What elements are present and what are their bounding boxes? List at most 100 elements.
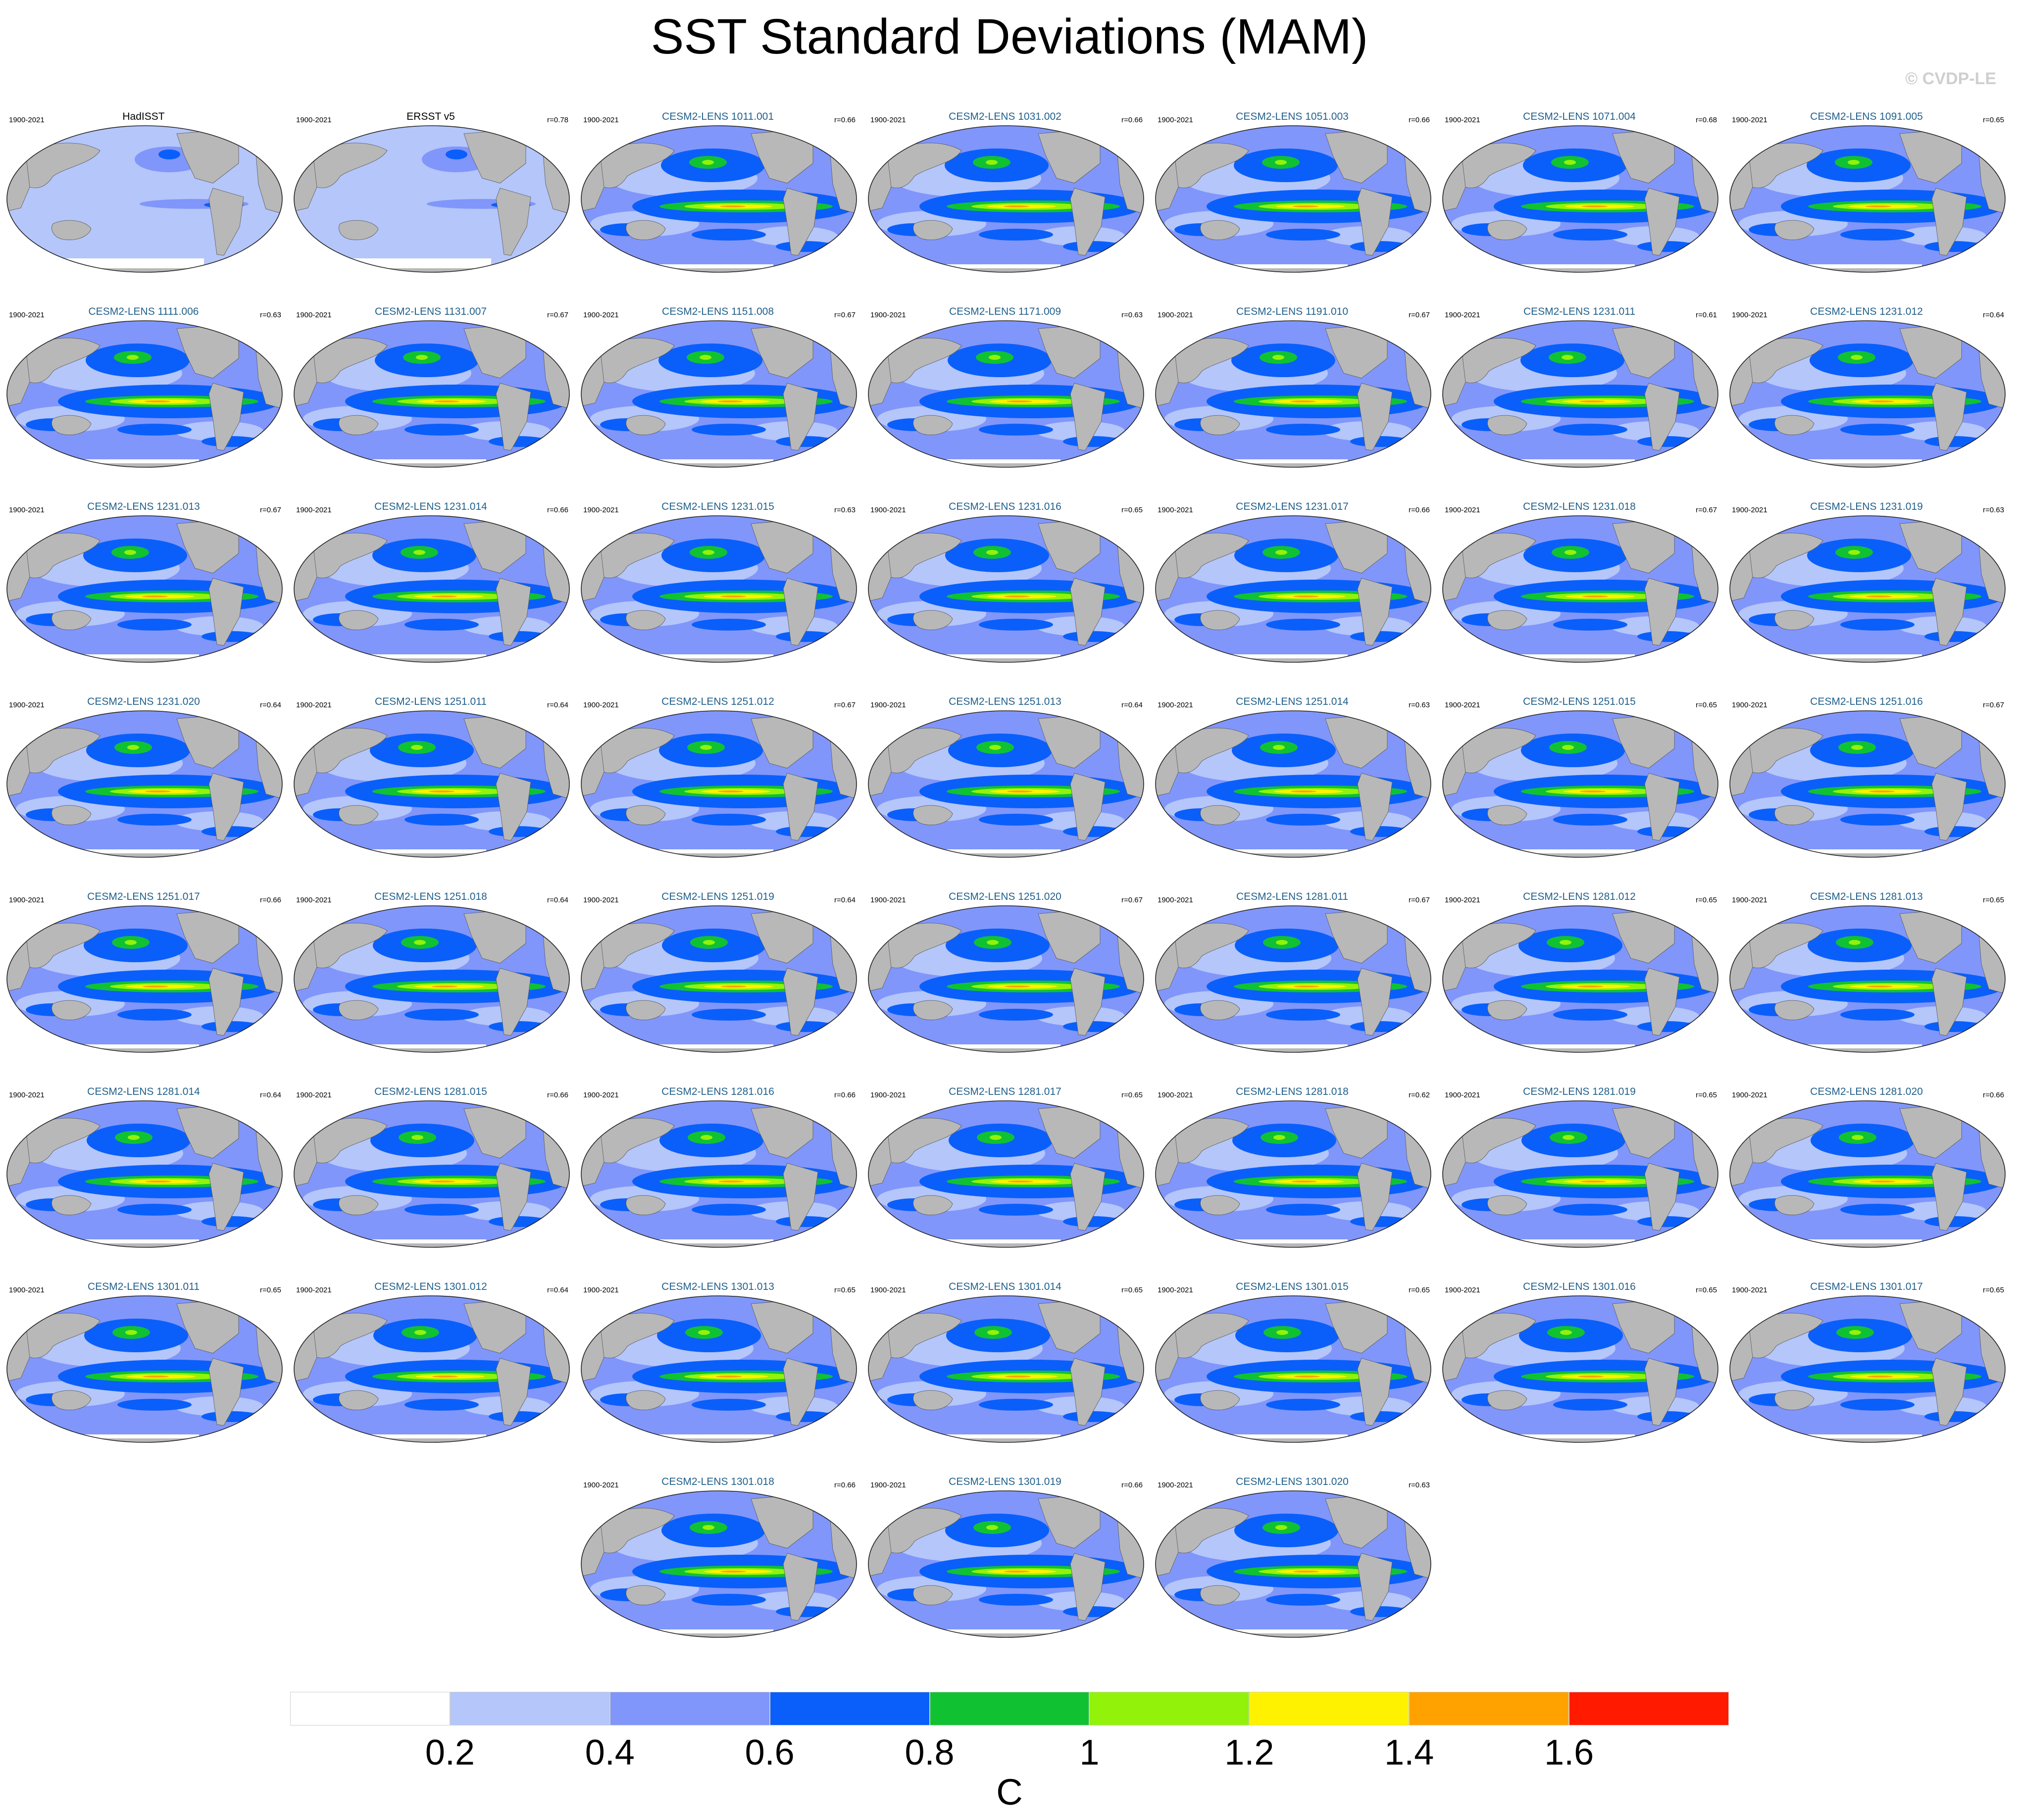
panel-correlation: r=0.66 <box>1121 116 1143 124</box>
panel-years: 1900-2021 <box>1732 116 1767 124</box>
panel-title: CESM2-LENS 1231.016 <box>949 501 1061 512</box>
southern-high-patch <box>202 826 261 837</box>
southern-high-patch <box>776 631 835 642</box>
southern-high-patch <box>1924 1216 1984 1227</box>
land-south-america <box>1070 773 1106 841</box>
land-australia <box>913 1195 953 1216</box>
land-south-america <box>1931 968 1967 1036</box>
panel-title: CESM2-LENS 1231.017 <box>1236 501 1349 512</box>
panel-correlation: r=0.65 <box>1696 896 1717 904</box>
enso-orange <box>432 1376 458 1377</box>
panel-title: CESM2-LENS 1251.014 <box>1236 696 1349 707</box>
panel-title: CESM2-LENS 1231.011 <box>1523 306 1636 317</box>
panel-title: CESM2-LENS 1231.012 <box>1810 306 1923 317</box>
land-south-america <box>1644 968 1680 1036</box>
panel-years: 1900-2021 <box>870 1091 906 1099</box>
southern-high-patch <box>692 1594 766 1606</box>
southern-high-patch <box>692 814 766 826</box>
panel-correlation: r=0.64 <box>1121 701 1143 709</box>
land-australia <box>51 1390 92 1411</box>
enso-orange <box>1293 595 1319 597</box>
land-greenland <box>1100 1296 1118 1318</box>
southern-high-patch <box>979 1594 1053 1606</box>
panel-title: CESM2-LENS 1301.011 <box>87 1281 200 1292</box>
land-greenland <box>525 1101 544 1123</box>
map-panel: 1900-2021 ERSST v5 r=0.78 <box>287 97 574 285</box>
land-australia <box>339 805 379 826</box>
southern-high-patch <box>979 229 1053 241</box>
southern-high-patch <box>1637 826 1697 837</box>
panel-correlation: r=0.65 <box>1983 896 2004 904</box>
panel-years: 1900-2021 <box>583 116 619 124</box>
sst-map <box>1155 1100 1431 1248</box>
panel-title: CESM2-LENS 1281.019 <box>1523 1086 1636 1097</box>
southern-high-patch <box>1553 1399 1627 1411</box>
panel-correlation: r=0.66 <box>1409 116 1430 124</box>
land-greenland <box>1961 126 1979 148</box>
sst-map <box>581 125 857 273</box>
north-pacific-peak <box>125 940 137 945</box>
southern-high-patch <box>404 619 479 631</box>
colorbar-box <box>769 1692 930 1725</box>
southern-high-patch <box>692 1009 766 1021</box>
north-pacific-peak <box>1272 355 1284 360</box>
map-panel: 1900-2021 CESM2-LENS 1251.020 r=0.67 <box>861 877 1149 1065</box>
panel-correlation: r=0.67 <box>1121 896 1143 904</box>
panel-title: CESM2-LENS 1251.012 <box>661 696 774 707</box>
land-australia <box>339 220 379 241</box>
panel-years: 1900-2021 <box>1445 1091 1480 1099</box>
land-australia <box>626 1585 666 1606</box>
panel-correlation: r=0.67 <box>1983 701 2004 709</box>
southern-high-patch <box>1350 241 1410 252</box>
panel-title: CESM2-LENS 1251.013 <box>949 696 1061 707</box>
colorbar-tick-label: 1.2 <box>1224 1733 1274 1772</box>
enso-orange <box>143 985 168 987</box>
map-panel: 1900-2021 CESM2-LENS 1301.012 r=0.64 <box>287 1267 574 1455</box>
land-south-america <box>1070 968 1106 1036</box>
enso-orange <box>1582 205 1608 207</box>
map-panel: 1900-2021 CESM2-LENS 1281.017 r=0.65 <box>861 1072 1149 1260</box>
land-south-america <box>1931 773 1967 841</box>
map-panel: 1900-2021 CESM2-LENS 1301.020 r=0.63 <box>1149 1462 1436 1650</box>
enso-orange <box>143 1376 169 1377</box>
sst-map <box>294 515 570 663</box>
panel-correlation: r=0.65 <box>834 1286 856 1294</box>
southern-high-patch <box>117 1399 192 1411</box>
panel-title: CESM2-LENS 1281.012 <box>1523 891 1636 902</box>
panel-years: 1900-2021 <box>296 1286 332 1294</box>
sst-map <box>868 320 1144 468</box>
map-panel: 1900-2021 CESM2-LENS 1171.009 r=0.63 <box>861 292 1149 480</box>
map-panel: 1900-2021 CESM2-LENS 1251.014 r=0.63 <box>1149 682 1436 870</box>
kuroshio-core <box>446 149 467 159</box>
map-panel: 1900-2021 CESM2-LENS 1251.017 r=0.66 <box>0 877 287 1065</box>
southern-high-patch <box>1266 1399 1340 1411</box>
panel-years: 1900-2021 <box>1732 1286 1767 1294</box>
land-south-america <box>783 188 818 256</box>
map-panel: 1900-2021 CESM2-LENS 1301.013 r=0.65 <box>574 1267 861 1455</box>
land-antarctica <box>1443 463 1718 467</box>
panel-title: CESM2-LENS 1301.014 <box>949 1281 1061 1292</box>
land-greenland <box>1387 516 1405 538</box>
land-australia <box>626 1390 666 1411</box>
land-antarctica <box>1156 658 1431 662</box>
land-australia <box>51 415 92 436</box>
southern-high-patch <box>1840 424 1915 436</box>
sst-map <box>581 515 857 663</box>
southern-high-patch <box>1924 436 1984 447</box>
land-greenland <box>1100 906 1118 928</box>
panel-title: CESM2-LENS 1281.017 <box>949 1086 1061 1097</box>
southern-high-patch <box>692 619 766 631</box>
panel-years: 1900-2021 <box>1732 1091 1767 1099</box>
panel-correlation: r=0.63 <box>834 506 856 514</box>
panel-correlation: r=0.67 <box>834 311 856 319</box>
panel-years: 1900-2021 <box>870 311 906 319</box>
north-pacific-peak <box>701 1135 712 1140</box>
land-australia <box>1200 415 1240 436</box>
panel-title: CESM2-LENS 1281.011 <box>1236 891 1349 902</box>
southern-high-patch <box>1063 826 1122 837</box>
panel-title: ERSST v5 <box>406 111 455 122</box>
sst-map <box>1442 1295 1718 1443</box>
north-pacific-peak <box>987 1330 999 1335</box>
land-antarctica <box>1730 463 2005 467</box>
panel-correlation: r=0.67 <box>1409 311 1430 319</box>
